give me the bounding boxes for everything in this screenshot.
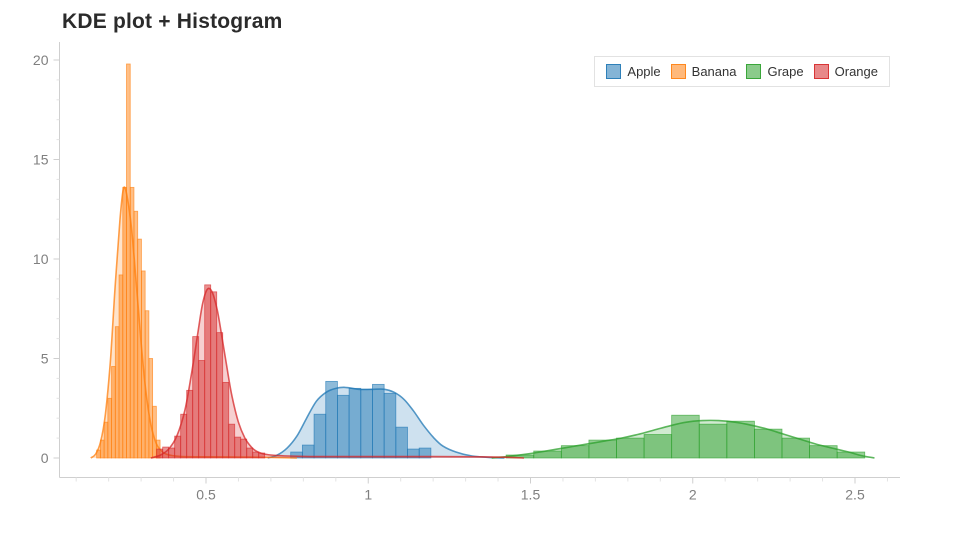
y-tick-label: 5 xyxy=(41,351,49,367)
kde-area xyxy=(267,387,505,458)
histogram-bars xyxy=(505,414,866,459)
legend-swatch-orange-icon xyxy=(813,64,829,79)
legend-item-banana[interactable]: Banana xyxy=(670,64,737,79)
kde-area xyxy=(491,420,875,458)
legend-label-orange: Orange xyxy=(834,64,878,79)
legend-swatch-grape-icon xyxy=(746,64,762,79)
legend-label-banana: Banana xyxy=(691,64,737,79)
histogram-bars xyxy=(96,63,161,459)
series-apple xyxy=(267,380,505,459)
x-axis: 0.5 1 1.5 2 2.5 xyxy=(196,477,865,503)
legend-swatch-apple-icon xyxy=(606,64,622,79)
y-axis-minor-ticks xyxy=(56,79,60,439)
legend-item-orange[interactable]: Orange xyxy=(813,64,878,79)
kde-line xyxy=(150,287,525,459)
legend-item-apple[interactable]: Apple xyxy=(606,64,661,79)
series-orange xyxy=(150,284,525,459)
histogram-bars xyxy=(290,380,432,459)
legend-swatch-banana-icon xyxy=(670,64,686,79)
legend-label-apple: Apple xyxy=(627,64,661,79)
y-tick-label: 0 xyxy=(41,450,49,466)
series-grape xyxy=(491,414,875,459)
y-tick-label: 15 xyxy=(33,152,49,168)
y-tick-label: 10 xyxy=(33,251,49,267)
x-tick-label: 1.5 xyxy=(521,487,541,503)
x-tick-label: 0.5 xyxy=(196,487,216,503)
x-tick-label: 1 xyxy=(364,487,372,503)
kde-area xyxy=(90,187,297,459)
y-tick-label: 20 xyxy=(33,52,49,68)
kde-line xyxy=(267,386,505,459)
x-axis-minor-ticks xyxy=(75,477,888,482)
kde-line xyxy=(491,419,875,459)
legend-label-grape: Grape xyxy=(767,64,804,79)
legend: Apple Banana Grape Orange xyxy=(594,56,890,87)
x-tick-label: 2 xyxy=(689,487,697,503)
kde-area xyxy=(150,288,525,458)
legend-item-grape[interactable]: Grape xyxy=(746,64,804,79)
axes: 0.5 1 1.5 2 2.5 0 5 10 15 20 xyxy=(33,42,900,503)
chart-title: KDE plot + Histogram xyxy=(62,10,283,33)
histogram-bars xyxy=(156,284,266,459)
x-tick-label: 2.5 xyxy=(845,487,865,503)
y-axis: 0 5 10 15 20 xyxy=(33,52,60,466)
